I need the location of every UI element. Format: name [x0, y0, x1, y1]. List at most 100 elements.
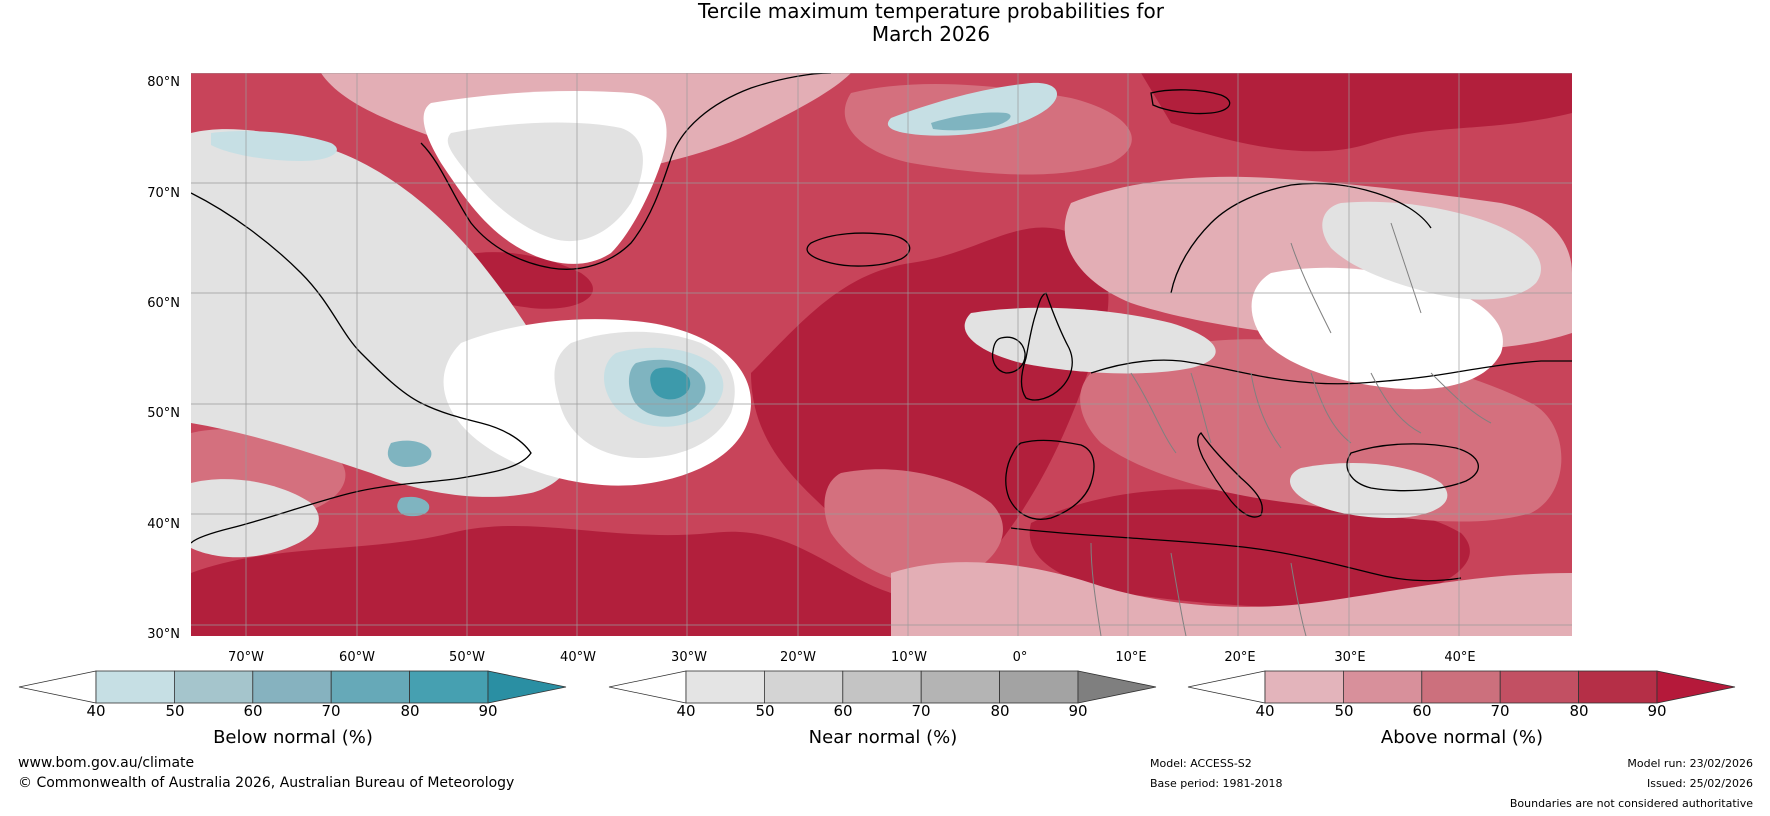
colorbar-above-swatch — [1342, 670, 1423, 704]
coastlines — [191, 73, 1572, 582]
title-line-1: Tercile maximum temperature probabilitie… — [698, 0, 1164, 23]
lon-label-10e: 10°E — [1115, 650, 1147, 665]
colorbar-below-tick: 70 — [321, 702, 341, 720]
coast-europe-north — [1090, 359, 1572, 385]
colorbar-near-tick: 60 — [833, 702, 853, 720]
field-below-newfoundland — [387, 440, 432, 467]
colorbar-below-tick: 90 — [478, 702, 498, 720]
colorbar-near-tick: 40 — [676, 702, 696, 720]
colorbar-below-tick: 40 — [86, 702, 106, 720]
lat-label-70n: 70°N — [147, 186, 180, 201]
field-near-greenland — [447, 122, 643, 242]
lon-label-50w: 50°W — [449, 650, 485, 665]
colorbar-above-title: Above normal (%) — [1380, 727, 1544, 748]
colorbar-below-tick: 50 — [165, 702, 185, 720]
field-above-dark-subtropics — [191, 525, 891, 636]
colorbar-above-under-arrow — [1187, 670, 1266, 704]
footer-copyright: © Commonwealth of Australia 2026, Austra… — [18, 775, 515, 791]
coast-iberia — [1005, 439, 1095, 520]
colorbar-near-tick: 80 — [990, 702, 1010, 720]
footer-model-run: Model run: 23/02/2026 — [1627, 757, 1753, 770]
footer-issued: Issued: 25/02/2026 — [1646, 777, 1753, 790]
coast-scandinavia — [1170, 182, 1432, 294]
field-near-turkey — [1289, 463, 1448, 518]
field-above-dark-arctic — [1141, 73, 1572, 152]
colorbar-near-swatch — [999, 670, 1079, 704]
colorbar-above-swatch — [1578, 670, 1658, 704]
colorbar-near-tick: 50 — [755, 702, 775, 720]
colorbar-below-under-arrow — [18, 670, 97, 704]
lon-label-0: 0° — [1012, 650, 1028, 665]
colorbar-below-title: Below normal (%) — [213, 727, 373, 748]
field-below-seaboard — [397, 496, 430, 517]
lat-label-30n: 30°N — [147, 627, 180, 642]
coast-ireland — [991, 336, 1026, 374]
coast-iceland — [806, 232, 911, 267]
colorbar-above-tick: 90 — [1647, 702, 1667, 720]
lon-label-20w: 20°W — [780, 650, 816, 665]
colorbar-near-tick: 70 — [911, 702, 931, 720]
colorbar-above-tick: 80 — [1569, 702, 1589, 720]
colorbar-above-tick: 40 — [1255, 702, 1275, 720]
coast-italy — [1197, 432, 1263, 518]
field-below-hudson — [211, 131, 337, 161]
probability-map — [191, 73, 1572, 636]
chart-title: Tercile maximum temperature probabilitie… — [0, 0, 1770, 46]
field-below-midatlantic-dark — [650, 367, 691, 400]
coast-black-sea — [1346, 443, 1479, 492]
coast-arctic-islands — [1150, 89, 1231, 115]
colorbar-above-swatch — [1499, 670, 1580, 704]
lat-label-60n: 60°N — [147, 296, 180, 311]
footer-base-period: Base period: 1981-2018 — [1150, 777, 1283, 790]
colorbar-below-over-arrow — [487, 670, 567, 704]
lon-label-30w: 30°W — [671, 650, 707, 665]
country-borders — [1090, 222, 1492, 636]
colorbar-near-swatch — [763, 670, 844, 704]
colorbar-above-swatch — [1264, 670, 1344, 704]
graticule — [191, 73, 1572, 636]
colorbar-near-tick: 90 — [1068, 702, 1088, 720]
colorbar-below-svg — [18, 670, 567, 704]
title-line-2: March 2026 — [871, 22, 991, 46]
coast-greenland — [420, 73, 832, 270]
field-below-arctic-mid — [931, 112, 1011, 131]
field-near-russia — [1322, 201, 1541, 300]
colorbar-above-tick: 50 — [1334, 702, 1354, 720]
field-above-mid-iberia — [824, 469, 1003, 584]
colorbar-above-tick: 70 — [1490, 702, 1510, 720]
colorbar-below-swatch — [409, 670, 489, 704]
colorbar-near-over-arrow — [1077, 670, 1157, 704]
footer-disclaimer: Boundaries are not considered authoritat… — [1509, 797, 1753, 810]
coast-med-south — [1010, 527, 1462, 582]
colorbar-below-swatch — [95, 670, 175, 704]
colorbar-below-tick: 60 — [243, 702, 263, 720]
lon-label-40w: 40°W — [560, 650, 596, 665]
lon-label-60w: 60°W — [339, 650, 375, 665]
lat-label-50n: 50°N — [147, 406, 180, 421]
coast-canada — [191, 192, 532, 544]
lat-label-40n: 40°N — [147, 517, 180, 532]
lon-label-20e: 20°E — [1224, 650, 1256, 665]
colorbar-below — [18, 670, 568, 704]
colorbar-below-swatch — [330, 670, 411, 704]
field-near-baltic — [964, 307, 1216, 374]
lat-label-80n: 80°N — [147, 75, 180, 90]
colorbar-above-tick: 60 — [1412, 702, 1432, 720]
colorbar-near-svg — [608, 670, 1157, 704]
colorbar-below-tick: 80 — [400, 702, 420, 720]
colorbar-near-swatch — [842, 670, 922, 704]
field-below-arctic — [887, 82, 1058, 136]
colorbar-near-under-arrow — [608, 670, 687, 704]
colorbar-near-swatch — [685, 670, 765, 704]
colorbar-near-title: Near normal (%) — [808, 727, 958, 748]
lon-label-10w: 10°W — [891, 650, 927, 665]
colorbar-below-swatch — [173, 670, 254, 704]
colorbar-above-swatch — [1421, 670, 1501, 704]
map-panel — [191, 73, 1572, 636]
colorbar-above-svg — [1187, 670, 1736, 704]
field-near-southwest — [191, 479, 319, 558]
colorbar-near-swatch — [920, 670, 1001, 704]
footer-model: Model: ACCESS-S2 — [1150, 757, 1252, 770]
lon-label-70w: 70°W — [228, 650, 264, 665]
colorbar-near — [608, 670, 1158, 704]
